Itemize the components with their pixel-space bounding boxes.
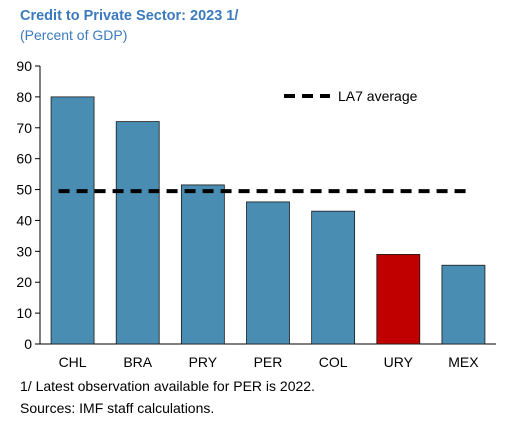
x-axis-labels: CHL BRA PRY PER COL URY MEX: [59, 354, 480, 370]
footnote: 1/ Latest observation available for PER …: [20, 378, 315, 394]
x-tick-label: URY: [384, 354, 414, 370]
y-tick-label: 60: [16, 151, 32, 167]
y-tick-label: 70: [16, 120, 32, 136]
bar-chl: [50, 96, 95, 345]
source-note: Sources: IMF staff calculations.: [20, 400, 215, 416]
y-tick-label: 0: [24, 336, 32, 352]
bar-bra: [115, 121, 160, 345]
legend: LA7 average: [284, 88, 418, 104]
bar-per: [246, 201, 290, 345]
chart-title: Credit to Private Sector: 2023 1/: [20, 8, 239, 24]
x-tick-label: CHL: [59, 354, 87, 370]
y-tick-label: 20: [16, 274, 32, 290]
x-tick-label: PRY: [189, 354, 218, 370]
x-tick-label: COL: [319, 354, 348, 370]
y-tick-label: 50: [16, 182, 32, 198]
x-tick-label: PER: [254, 354, 283, 370]
y-tick-label: 10: [16, 305, 32, 321]
bar-mex: [441, 264, 486, 345]
bar-pry: [180, 184, 225, 345]
y-tick-label: 90: [16, 58, 32, 74]
y-tick-label: 40: [16, 212, 32, 228]
bar-col: [311, 210, 356, 345]
x-tick-label: MEX: [448, 354, 479, 370]
y-tick-label: 30: [16, 243, 32, 259]
bars: [50, 96, 486, 345]
chart-subtitle: (Percent of GDP): [20, 27, 128, 43]
x-tick-label: BRA: [123, 354, 152, 370]
y-tick-label: 80: [16, 89, 32, 105]
legend-label: LA7 average: [338, 88, 418, 104]
bar-ury: [376, 254, 421, 345]
